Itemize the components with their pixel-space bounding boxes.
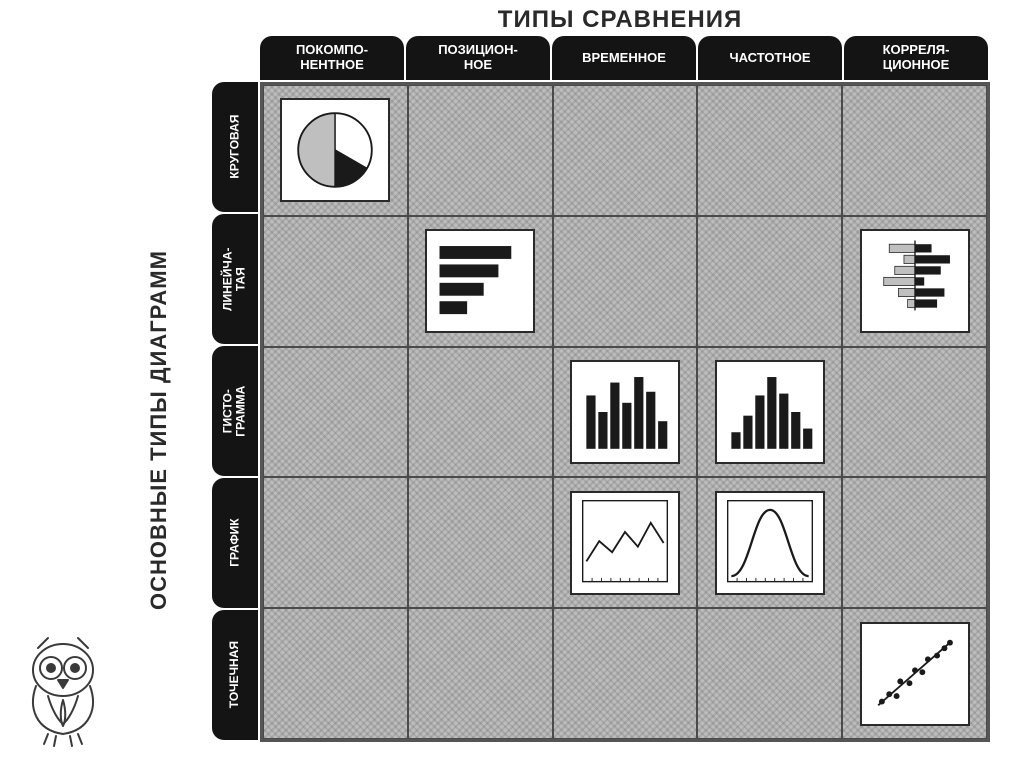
cell-r4-c4 — [842, 608, 987, 739]
row-header-1: ЛИНЕЙЧА- ТАЯ — [212, 214, 258, 344]
row-header-2: ГИСТО- ГРАММА — [212, 346, 258, 476]
cell-r3-c1 — [408, 477, 553, 608]
cell-r2-c1 — [408, 347, 553, 478]
cell-r3-c2 — [553, 477, 698, 608]
column-header-4: КОРРЕЛЯ-ЦИОННОЕ — [844, 36, 988, 80]
comparison-types-title: ТИПЫ СРАВНЕНИЯ — [260, 6, 980, 34]
cell-r0-c0 — [263, 85, 408, 216]
cell-r4-c1 — [408, 608, 553, 739]
column-header-0: ПОКОМПО-НЕНТНОЕ — [260, 36, 404, 80]
row-headers: КРУГОВАЯЛИНЕЙЧА- ТАЯГИСТО- ГРАММАГРАФИКТ… — [212, 82, 258, 742]
cell-r1-c3 — [697, 216, 842, 347]
owl-illustration — [8, 630, 118, 755]
bell_freq-thumb — [715, 491, 825, 595]
cell-r2-c4 — [842, 347, 987, 478]
column-headers: ПОКОМПО-НЕНТНОЕПОЗИЦИОН-НОЕВРЕМЕННОЕЧАСТ… — [260, 36, 990, 80]
cell-r4-c2 — [553, 608, 698, 739]
column-header-3: ЧАСТОТНОЕ — [698, 36, 842, 80]
chart-types-title: ОСНОВНЫЕ ТИПЫ ДИАГРАММ — [146, 120, 172, 740]
vbar_freq-thumb — [715, 360, 825, 464]
cell-r1-c4 — [842, 216, 987, 347]
cell-r2-c3 — [697, 347, 842, 478]
column-header-2: ВРЕМЕННОЕ — [552, 36, 696, 80]
cell-r1-c1 — [408, 216, 553, 347]
cell-r0-c2 — [553, 85, 698, 216]
matrix-grid — [260, 82, 990, 742]
cell-r2-c2 — [553, 347, 698, 478]
cell-r3-c0 — [263, 477, 408, 608]
cell-r3-c4 — [842, 477, 987, 608]
cell-r0-c4 — [842, 85, 987, 216]
cell-r4-c0 — [263, 608, 408, 739]
hbar_corr-thumb — [860, 229, 970, 333]
cell-r2-c0 — [263, 347, 408, 478]
cell-r3-c3 — [697, 477, 842, 608]
cell-r4-c3 — [697, 608, 842, 739]
vbar_time-thumb — [570, 360, 680, 464]
pie-thumb — [280, 98, 390, 202]
scatter_corr-thumb — [860, 622, 970, 726]
line_time-thumb — [570, 491, 680, 595]
cell-r1-c2 — [553, 216, 698, 347]
cell-r1-c0 — [263, 216, 408, 347]
cell-r0-c3 — [697, 85, 842, 216]
hbar_pos-thumb — [425, 229, 535, 333]
column-header-1: ПОЗИЦИОН-НОЕ — [406, 36, 550, 80]
cell-r0-c1 — [408, 85, 553, 216]
row-header-4: ТОЧЕЧНАЯ — [212, 610, 258, 740]
row-header-3: ГРАФИК — [212, 478, 258, 608]
row-header-0: КРУГОВАЯ — [212, 82, 258, 212]
